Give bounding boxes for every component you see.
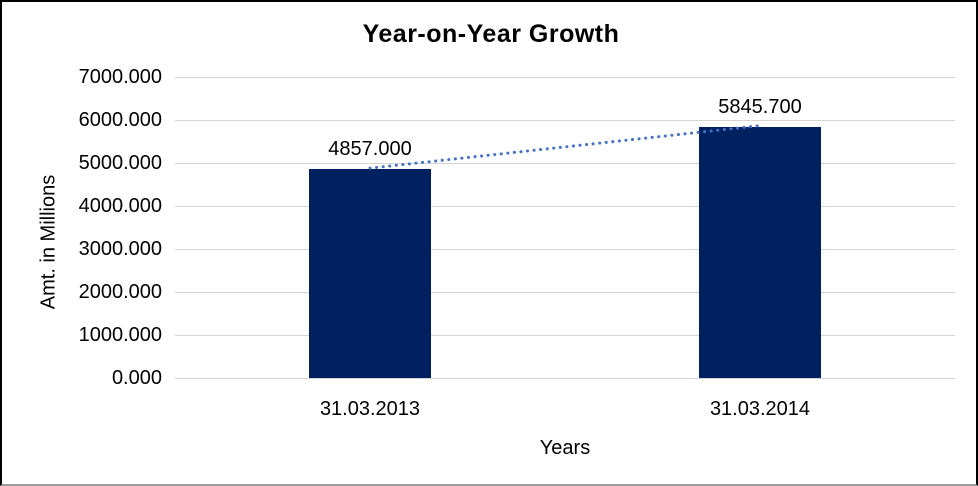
gridline: [175, 378, 955, 379]
y-axis-title: Amt. in Millions: [37, 174, 60, 310]
y-tick-label: 3000.000: [78, 238, 162, 260]
x-tick-label: 31.03.2014: [709, 398, 811, 420]
y-tick-label: 7000.000: [78, 66, 162, 88]
y-tick-label: 0.000: [111, 367, 162, 389]
y-tick-label: 2000.000: [78, 281, 162, 303]
bar-value-label: 4857.000: [328, 138, 412, 160]
y-tick-label: 5000.000: [78, 152, 162, 174]
gridline: [175, 120, 955, 121]
y-tick-label: 1000.000: [78, 324, 162, 346]
gridline: [175, 335, 955, 336]
gridline: [175, 249, 955, 250]
bar: [309, 169, 431, 378]
x-axis-title: Years: [539, 437, 591, 459]
bar: [699, 127, 821, 378]
chart-title: Year-on-Year Growth: [362, 20, 620, 48]
y-tick-label: 4000.000: [78, 195, 162, 217]
gridline: [175, 206, 955, 207]
y-tick-label: 6000.000: [78, 109, 162, 131]
gridline: [175, 163, 955, 164]
gridline: [175, 77, 955, 78]
gridline: [175, 292, 955, 293]
x-tick-label: 31.03.2013: [319, 398, 421, 420]
bar-value-label: 5845.700: [718, 96, 802, 118]
